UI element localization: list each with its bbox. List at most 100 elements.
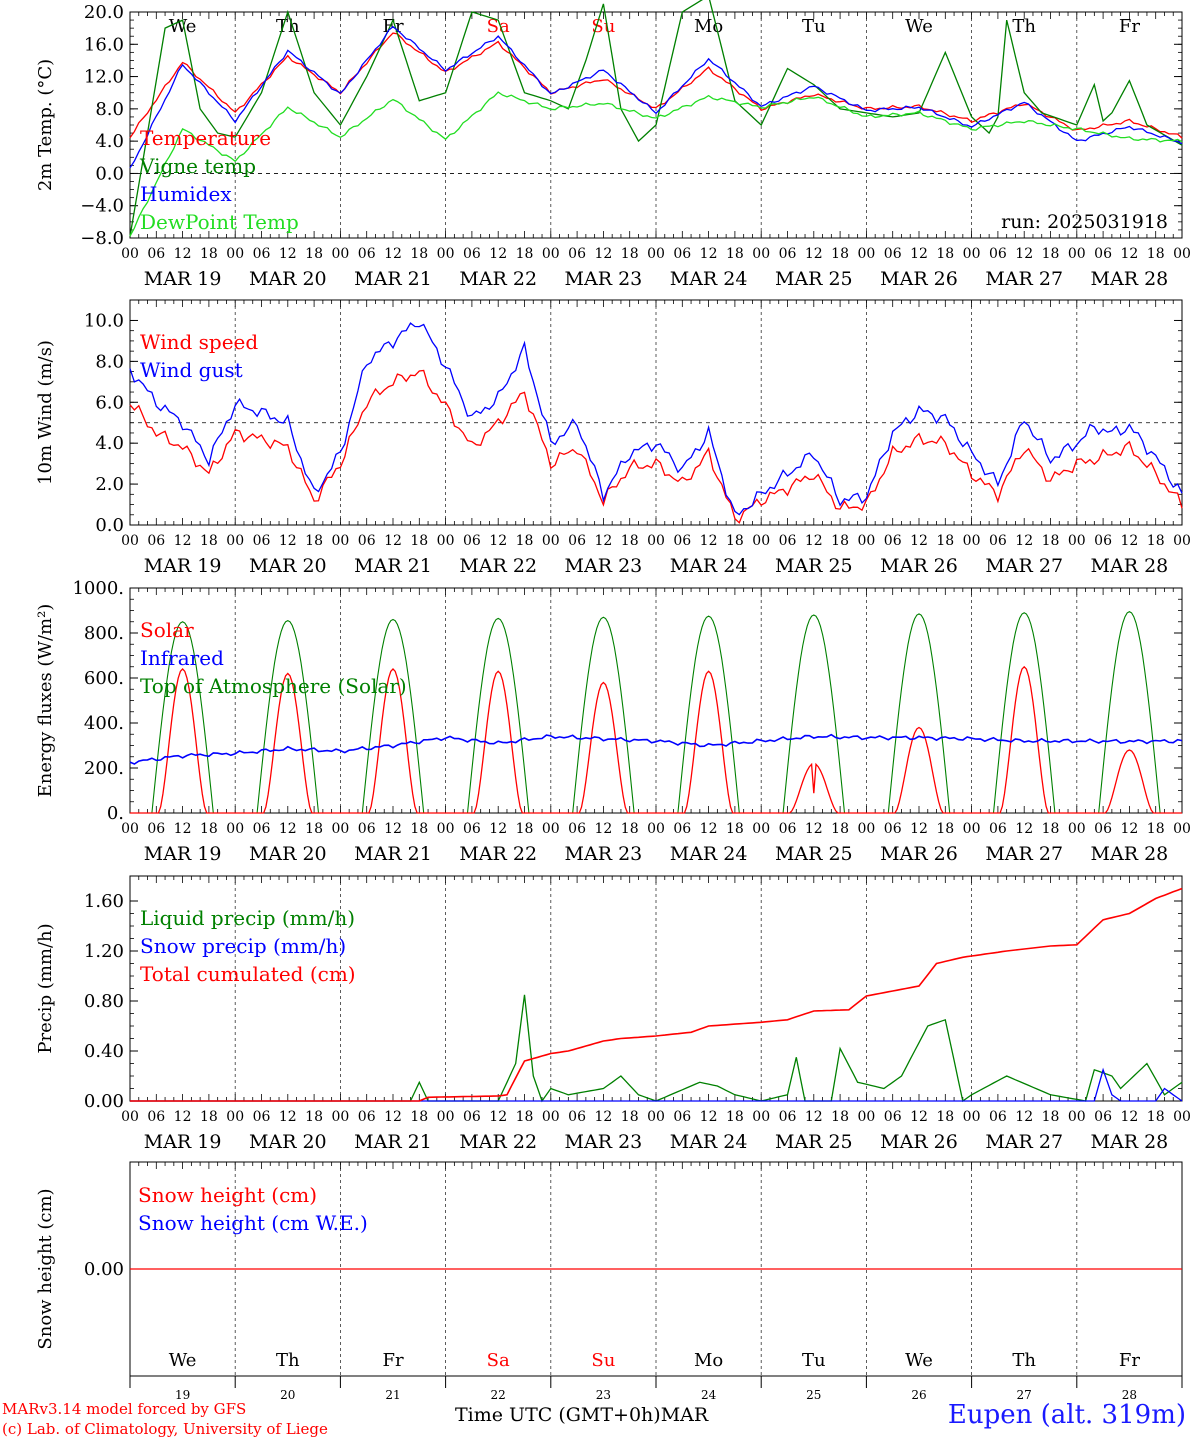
hour-tick-label: 06 (568, 246, 586, 262)
series-line-temperature (129, 32, 1183, 139)
panel-frame-wind (129, 299, 1183, 526)
y-tick-label: 10.0 (84, 310, 124, 331)
hour-tick-label: 06 (884, 1109, 902, 1125)
hour-tick-label: 18 (516, 533, 534, 549)
hour-tick-label: 18 (305, 1109, 323, 1125)
hour-tick-label: 18 (621, 821, 639, 837)
hour-tick-label: 00 (542, 821, 560, 837)
date-label: MAR 21 (354, 843, 432, 865)
legend-entry: Infrared (140, 646, 224, 670)
date-label: MAR 22 (459, 1131, 537, 1153)
hour-tick-label: 00 (647, 246, 665, 262)
hour-tick-label: 00 (1068, 533, 1086, 549)
day-name: Su (591, 16, 615, 37)
panel-frame-energy (129, 587, 1183, 814)
y-axis-label: Snow height (cm) (35, 1188, 56, 1349)
hour-tick-label: 12 (910, 1109, 928, 1125)
day-number: 24 (701, 1388, 717, 1402)
hour-tick-label: 06 (673, 1109, 691, 1125)
hour-tick-label: 12 (384, 821, 402, 837)
hour-tick-label: 00 (1173, 246, 1191, 262)
day-name: We (169, 1350, 197, 1371)
hour-tick-label: 12 (805, 821, 823, 837)
date-label: MAR 20 (249, 268, 327, 290)
hour-tick-label: 18 (831, 821, 849, 837)
hour-tick-label: 18 (936, 246, 954, 262)
hour-tick-label: 06 (989, 821, 1007, 837)
date-label: MAR 25 (775, 268, 853, 290)
hour-tick-label: 12 (279, 1109, 297, 1125)
date-label: MAR 21 (354, 555, 432, 577)
hour-tick-label: 00 (331, 533, 349, 549)
hour-tick-label: 06 (1094, 533, 1112, 549)
date-label: MAR 28 (1091, 555, 1169, 577)
hour-tick-label: 06 (884, 246, 902, 262)
day-name: Tu (802, 16, 826, 37)
y-tick-label: 0.00 (84, 1091, 124, 1112)
hour-tick-label: 00 (857, 1109, 875, 1125)
day-number: 27 (1017, 1388, 1032, 1402)
hour-tick-label: 18 (831, 533, 849, 549)
date-label: MAR 22 (459, 555, 537, 577)
hour-tick-label: 00 (647, 533, 665, 549)
date-label: MAR 19 (144, 555, 222, 577)
hour-tick-label: 00 (1068, 821, 1086, 837)
hour-tick-label: 00 (437, 1109, 455, 1125)
date-label: MAR 26 (880, 555, 958, 577)
series-line-wind-gust (129, 322, 1183, 516)
hour-tick-label: 00 (226, 821, 244, 837)
date-label: MAR 27 (985, 843, 1063, 865)
hour-tick-label: 12 (805, 533, 823, 549)
hour-tick-label: 18 (410, 246, 428, 262)
y-tick-label: 0.40 (84, 1041, 124, 1062)
hour-tick-label: 12 (910, 821, 928, 837)
day-name: Fr (1119, 1350, 1140, 1371)
hour-tick-label: 18 (200, 1109, 218, 1125)
date-label: MAR 24 (670, 843, 748, 865)
day-number: 28 (1122, 1388, 1137, 1402)
day-number: 19 (175, 1388, 190, 1402)
y-tick-label: −4.0 (80, 196, 124, 217)
hour-tick-label: 12 (1015, 821, 1033, 837)
hour-tick-label: 06 (463, 821, 481, 837)
hour-tick-label: 06 (568, 533, 586, 549)
hour-tick-label: 00 (963, 821, 981, 837)
hour-tick-label: 18 (410, 533, 428, 549)
y-tick-label: 200. (84, 758, 124, 779)
legend-entry: Liquid precip (mm/h) (140, 906, 355, 930)
hour-tick-label: 18 (200, 246, 218, 262)
hour-tick-label: 12 (489, 246, 507, 262)
date-label: MAR 28 (1091, 1131, 1169, 1153)
hour-tick-label: 12 (174, 821, 192, 837)
legend-entry: Wind gust (140, 358, 243, 382)
hour-tick-label: 06 (147, 246, 165, 262)
hour-tick-label: 12 (1120, 1109, 1138, 1125)
y-tick-label: 8.0 (95, 351, 124, 372)
hour-tick-label: 06 (1094, 246, 1112, 262)
hour-tick-label: 06 (884, 821, 902, 837)
day-name: We (169, 16, 197, 37)
day-name: Mo (694, 16, 723, 37)
date-label: MAR 25 (775, 1131, 853, 1153)
date-label: MAR 24 (670, 555, 748, 577)
hour-tick-label: 06 (463, 1109, 481, 1125)
hour-tick-label: 12 (910, 246, 928, 262)
hour-tick-label: 06 (779, 533, 797, 549)
hour-tick-label: 06 (989, 1109, 1007, 1125)
legend-entry: Snow height (cm W.E.) (138, 1211, 368, 1235)
hour-tick-label: 12 (279, 821, 297, 837)
series-line-total-cumulated-cm- (130, 887, 1183, 1102)
day-name: Th (276, 1350, 300, 1371)
y-tick-label: 8.0 (95, 99, 124, 120)
date-label: MAR 27 (985, 268, 1063, 290)
hour-tick-label: 18 (200, 821, 218, 837)
hour-tick-label: 18 (1147, 821, 1165, 837)
day-name: Th (276, 16, 300, 37)
hour-tick-label: 00 (752, 821, 770, 837)
date-label: MAR 23 (565, 1131, 643, 1153)
location-title: Eupen (alt. 319m) (947, 1400, 1186, 1430)
hour-tick-label: 06 (568, 821, 586, 837)
hour-tick-label: 12 (594, 533, 612, 549)
date-label: MAR 28 (1091, 843, 1169, 865)
hour-tick-label: 12 (1120, 821, 1138, 837)
